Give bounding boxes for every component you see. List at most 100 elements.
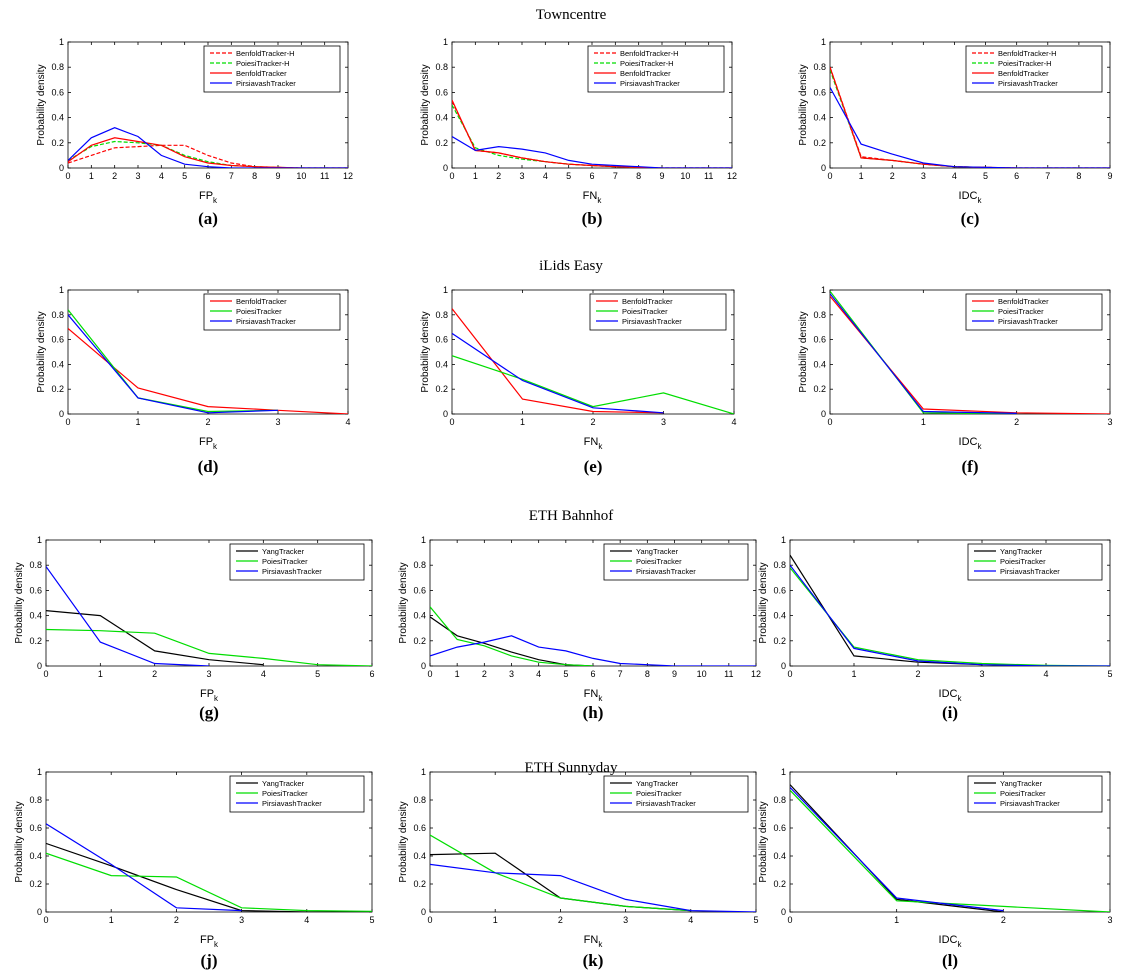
legend-entry: PirsiavashTracker bbox=[636, 799, 696, 808]
legend: BenfoldTracker-HPoiesiTracker-HBenfoldTr… bbox=[203, 45, 341, 93]
y-axis-label: Probability density bbox=[398, 562, 409, 643]
x-tick-label: 2 bbox=[890, 171, 895, 181]
x-axis-label-main: IDC bbox=[959, 436, 978, 448]
y-tick-label: 0 bbox=[37, 661, 42, 671]
panel-label: (h) bbox=[583, 703, 604, 722]
x-tick-label: 7 bbox=[1045, 171, 1050, 181]
legend-box bbox=[965, 45, 1103, 93]
chart-panel: 0 1 2 3 0 0.2 0.4 0.6 0.8 1 Probability density IDC… bbox=[798, 285, 1113, 476]
x-tick-label: 10 bbox=[680, 171, 690, 181]
y-tick-label: 0 bbox=[37, 907, 42, 917]
x-tick-label: 5 bbox=[753, 915, 758, 925]
series-line bbox=[430, 834, 691, 912]
y-tick-label: 1 bbox=[781, 535, 786, 545]
y-tick-label: 0.6 bbox=[435, 87, 448, 97]
x-tick-label: 2 bbox=[174, 915, 179, 925]
series-line bbox=[430, 635, 756, 666]
legend: YangTrackerPoiesiTrackerPirsiavashTracke… bbox=[603, 775, 749, 813]
row-title: ETH Sunnyday bbox=[525, 760, 618, 776]
legend-entry: PirsiavashTracker bbox=[622, 317, 682, 326]
series-line bbox=[452, 104, 732, 168]
legend-entry: BenfoldTracker-H bbox=[236, 49, 295, 58]
axes-box bbox=[789, 539, 1111, 667]
x-axis-label-sub: k bbox=[598, 694, 603, 703]
x-tick-label: 7 bbox=[229, 171, 234, 181]
y-tick-label: 1 bbox=[821, 37, 826, 47]
legend-entry: PirsiavashTracker bbox=[998, 317, 1058, 326]
x-tick-label: 3 bbox=[661, 417, 666, 427]
x-tick-label: 11 bbox=[724, 669, 733, 679]
series-line bbox=[452, 308, 664, 414]
x-tick-label: 4 bbox=[952, 171, 957, 181]
x-axis-label-main: FN bbox=[584, 436, 599, 448]
x-axis-label: FNk bbox=[584, 436, 604, 451]
y-tick-label: 0.4 bbox=[51, 359, 64, 369]
y-tick-label: 1 bbox=[37, 535, 42, 545]
x-tick-label: 2 bbox=[205, 417, 210, 427]
y-tick-label: 0.6 bbox=[813, 87, 826, 97]
y-axis-label: Probability density bbox=[398, 801, 409, 882]
series-line bbox=[790, 789, 1110, 912]
y-tick-label: 0 bbox=[421, 907, 426, 917]
x-axis-label: FNk bbox=[583, 190, 603, 205]
axes-box bbox=[789, 771, 1111, 913]
legend-entry: PirsiavashTracker bbox=[236, 317, 296, 326]
legend-entry: PoiesiTracker bbox=[1000, 789, 1046, 798]
y-tick-label: 0.2 bbox=[773, 879, 786, 889]
series-line bbox=[830, 290, 1017, 414]
chart-panel: 0 1 2 3 4 5 6 7 8 9 10 11 1200.20.40.60.81Probabilit… bbox=[36, 37, 353, 228]
x-axis-label-sub: k bbox=[598, 940, 603, 949]
x-axis-label: FNk bbox=[584, 688, 604, 703]
x-axis-label-sub: k bbox=[213, 442, 218, 451]
x-tick-label: 0 bbox=[449, 171, 454, 181]
legend: YangTrackerPoiesiTrackerPirsiavashTracke… bbox=[967, 543, 1103, 581]
x-tick-label: 11 bbox=[320, 171, 329, 181]
y-tick-label: 0.8 bbox=[435, 62, 448, 72]
x-axis-label-main: IDC bbox=[959, 190, 978, 202]
x-tick-label: 9 bbox=[659, 171, 664, 181]
panel-label: (j) bbox=[201, 951, 218, 970]
legend: BenfoldTracker-HPoiesiTracker-HBenfoldTr… bbox=[965, 45, 1103, 93]
x-tick-label: 1 bbox=[894, 915, 899, 925]
legend: BenfoldTrackerPoiesiTrackerPirsiavashTra… bbox=[965, 293, 1103, 331]
x-tick-label: 0 bbox=[427, 669, 432, 679]
axes-box bbox=[429, 771, 757, 913]
x-tick-label: 8 bbox=[645, 669, 650, 679]
legend: BenfoldTrackerPoiesiTrackerPirsiavashTra… bbox=[203, 293, 341, 331]
series-line bbox=[46, 610, 264, 666]
x-tick-label: 2 bbox=[112, 171, 117, 181]
series-line bbox=[46, 566, 210, 666]
series-line bbox=[452, 355, 734, 414]
legend: YangTrackerPoiesiTrackerPirsiavashTracke… bbox=[229, 775, 365, 813]
x-tick-label: 2 bbox=[496, 171, 501, 181]
x-tick-label: 2 bbox=[1001, 915, 1006, 925]
y-tick-label: 0.8 bbox=[51, 62, 64, 72]
y-tick-label: 0 bbox=[443, 409, 448, 419]
x-tick-label: 11 bbox=[704, 171, 713, 181]
legend-entry: PoiesiTracker bbox=[1000, 557, 1046, 566]
y-tick-label: 0 bbox=[421, 661, 426, 671]
y-tick-label: 0.2 bbox=[29, 636, 42, 646]
x-tick-label: 5 bbox=[369, 915, 374, 925]
y-tick-label: 0.2 bbox=[435, 384, 448, 394]
legend-entry: PoiesiTracker-H bbox=[998, 59, 1051, 68]
y-tick-label: 0.2 bbox=[51, 138, 64, 148]
y-tick-label: 0.6 bbox=[29, 823, 42, 833]
y-tick-label: 1 bbox=[821, 285, 826, 295]
x-tick-label: 5 bbox=[566, 171, 571, 181]
y-tick-label: 0.6 bbox=[773, 823, 786, 833]
series-line bbox=[68, 309, 279, 413]
legend-entry: PirsiavashTracker bbox=[636, 567, 696, 576]
series-line bbox=[790, 784, 1004, 912]
x-axis-label-sub: k bbox=[977, 196, 982, 205]
legend-entry: BenfoldTracker bbox=[236, 69, 287, 78]
series-line bbox=[452, 100, 732, 168]
y-tick-label: 1 bbox=[443, 37, 448, 47]
y-axis-label: Probability density bbox=[758, 801, 769, 882]
x-tick-label: 5 bbox=[315, 669, 320, 679]
row-title: Towncentre bbox=[536, 7, 607, 23]
legend-entry: BenfoldTracker bbox=[998, 297, 1049, 306]
legend-entry: PoiesiTracker bbox=[262, 789, 308, 798]
series-line bbox=[68, 327, 348, 414]
x-tick-label: 2 bbox=[1014, 417, 1019, 427]
